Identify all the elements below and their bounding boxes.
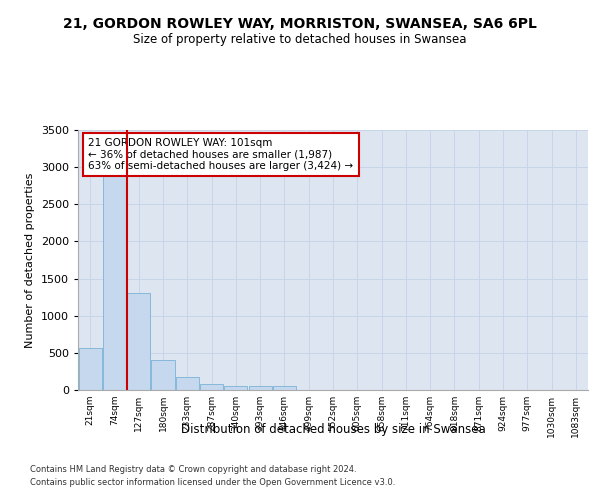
Bar xyxy=(224,386,247,390)
Bar xyxy=(151,360,175,390)
Bar xyxy=(248,386,272,390)
Text: Distribution of detached houses by size in Swansea: Distribution of detached houses by size … xyxy=(181,422,485,436)
Text: Contains public sector information licensed under the Open Government Licence v3: Contains public sector information licen… xyxy=(30,478,395,487)
Bar xyxy=(273,386,296,390)
Bar xyxy=(79,348,101,390)
Text: 21 GORDON ROWLEY WAY: 101sqm
← 36% of detached houses are smaller (1,987)
63% of: 21 GORDON ROWLEY WAY: 101sqm ← 36% of de… xyxy=(88,138,353,171)
Text: 21, GORDON ROWLEY WAY, MORRISTON, SWANSEA, SA6 6PL: 21, GORDON ROWLEY WAY, MORRISTON, SWANSE… xyxy=(63,18,537,32)
Bar xyxy=(127,292,150,390)
Bar xyxy=(200,384,223,390)
Y-axis label: Number of detached properties: Number of detached properties xyxy=(25,172,35,348)
Bar xyxy=(103,173,126,390)
Bar xyxy=(176,378,199,390)
Text: Size of property relative to detached houses in Swansea: Size of property relative to detached ho… xyxy=(133,32,467,46)
Text: Contains HM Land Registry data © Crown copyright and database right 2024.: Contains HM Land Registry data © Crown c… xyxy=(30,466,356,474)
